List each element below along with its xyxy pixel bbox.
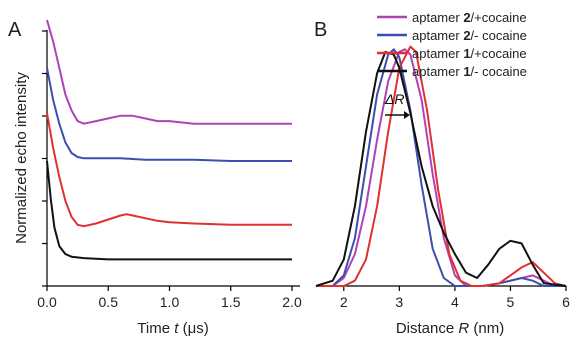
panel-a-x-tick-label: 0.0 [37,294,57,310]
panel-b-series-line-1 [316,48,566,287]
panel-a-series-line-3 [46,112,292,228]
legend: aptamer 2/+cocaine aptamer 2/- cocaine apt… [377,10,527,79]
legend-entry: aptamer 2/+cocaine [412,10,527,25]
panel-a-series-line-4 [46,160,292,261]
panel-b-x-tick-label: 3 [395,294,403,310]
panel-b-x-axis-label: Distance R (nm) [396,320,504,337]
panel-a-ticks: 0.0 0.5 1.0 1.5 2.0 [37,30,302,310]
panel-a-plot-area [46,19,292,261]
legend-entry: aptamer 1/- cocaine [412,64,527,79]
panel-b-x-tick-label: 6 [562,294,570,310]
panel-b-x-tick-label: 2 [340,294,348,310]
panel-b-ticks: 2 3 4 5 6 [340,286,570,310]
panel-a-series-line-2 [46,67,292,162]
panel-b-x-tick-label: 5 [507,294,515,310]
panel-b-series-line-3 [316,45,567,287]
panel-b-plot-area [315,45,567,287]
panel-a-y-axis-label: Normalized echo intensity [13,72,30,244]
panel-a-label: A [8,19,22,41]
legend-entry: aptamer 1/+cocaine [412,46,527,61]
panel-a-x-tick-label: 2.0 [282,294,302,310]
panel-b-series-line-4 [315,50,567,287]
panel-b-series-line-2 [316,48,566,287]
delta-r-label: ΔR [384,91,405,107]
panel-a-x-tick-label: 0.5 [99,294,119,310]
panel-a-x-tick-label: 1.0 [160,294,180,310]
legend-entry: aptamer 2/- cocaine [412,28,527,43]
panel-a-series-line-1 [46,19,292,125]
panel-b-label: B [314,19,327,41]
panel-a-x-axis-label: Time t (μs) [137,320,208,337]
panel-a-x-tick-label: 1.5 [221,294,241,310]
delta-r-arrowhead [404,111,410,119]
panel-b-x-tick-label: 4 [451,294,459,310]
